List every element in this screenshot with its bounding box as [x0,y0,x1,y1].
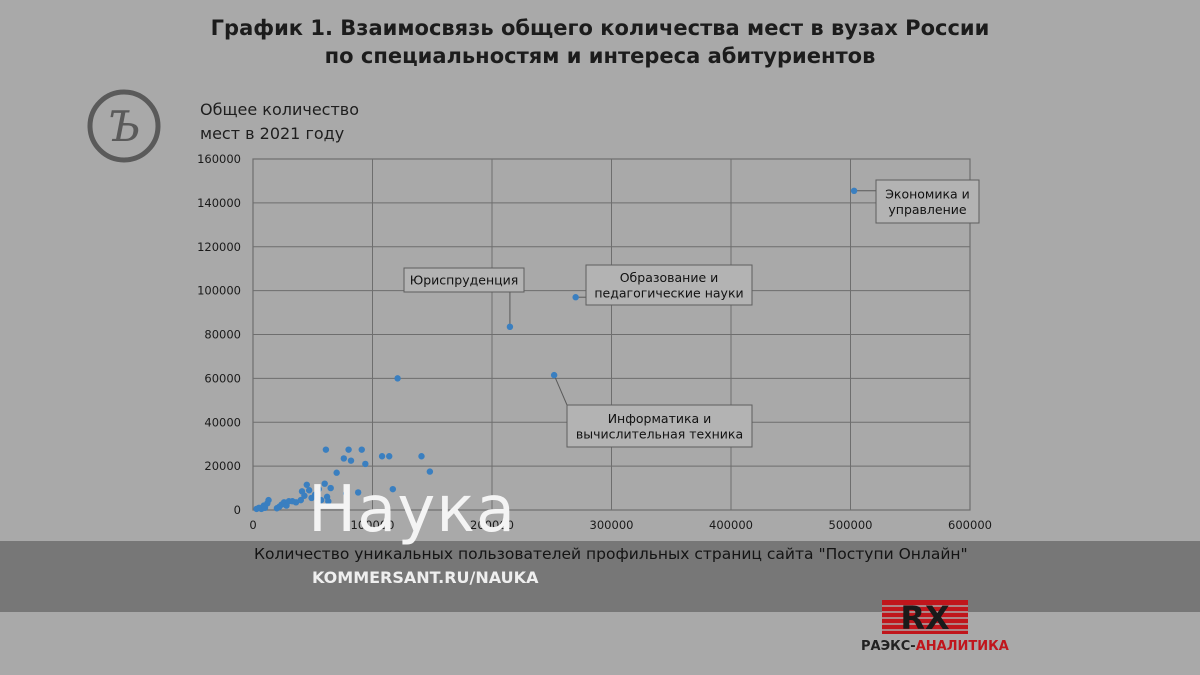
x-tick-label: 200000 [470,518,514,532]
raex-logo-mark: RX [882,600,968,634]
scatter-point [389,485,397,493]
scatter-point [362,460,369,468]
scatter-point [297,496,304,504]
y-tick-label: 120000 [197,240,241,254]
scatter-point [311,491,319,498]
scatter-point [321,480,328,487]
scatter-point [303,481,310,488]
chart-title: График 1. Взаимосвязь общего количества … [0,14,1200,70]
caption-band [0,541,1200,612]
x-axis-label: Количество уникальных пользователей проф… [254,545,968,563]
x-tick-label: 600000 [948,518,992,532]
raex-brand-name-part2: АНАЛИТИКА [915,639,1009,654]
x-tick-label: 400000 [709,518,753,532]
scatter-point [426,468,434,475]
callout-label: Юриспруденция [410,273,519,288]
scatter-point [315,485,322,493]
scatter-point [345,446,352,453]
scatter-point [292,499,300,506]
y-tick-label: 100000 [197,284,241,298]
scatter-point [394,375,401,382]
scatter-point [317,496,325,504]
y-tick-label: 60000 [204,371,241,385]
raex-brand-name: РАЭКС-АНАЛИТИКА [861,639,1009,654]
scatter-point [301,492,308,499]
y-tick-label: 80000 [204,328,241,342]
source-link[interactable]: KOMMERSANT.RU/NAUKA [312,568,539,587]
scatter-point [850,187,858,195]
watermark-text: Наука [308,473,517,547]
x-tick-label: 500000 [829,518,873,532]
callout-label: Информатика и [608,411,712,426]
callout-box [566,404,753,448]
chart-callouts: Юриспруденция Образование ипедагогические… [403,179,980,448]
x-tick-label: 0 [249,518,256,532]
scatter-point [325,498,332,505]
scatter-point [418,453,425,460]
y-axis-label-line1: Общее количество [200,100,360,119]
scatter-point [333,469,340,476]
raex-brand-name-part1: РАЭКС- [861,639,916,654]
y-tick-label: 0 [234,503,241,517]
callout-label: педагогические науки [594,285,743,300]
chart-title-line2: по специальностям и интереса абитуриенто… [324,44,876,68]
scatter-point [354,489,362,496]
y-axis-label: Общее количество мест в 2021 году [200,98,359,146]
scatter-point [343,490,350,497]
kommersant-logo: Ъ [87,89,161,163]
callout-leader-line [553,374,568,406]
chart-tick-labels: 0 20000 40000 60000 80000 100000 120000 140000 1… [197,152,992,532]
scatter-point [340,455,348,462]
scatter-point [386,453,393,460]
chart-title-line1: График 1. Взаимосвязь общего количества … [210,16,990,40]
scatter-point [305,487,313,494]
x-tick-label: 300000 [590,518,634,532]
callout-label: Образование и [620,270,719,285]
callout-box [403,267,525,293]
x-tick-label: 100000 [351,518,395,532]
scatter-point [327,484,334,492]
y-axis-label-line2: мест в 2021 году [200,124,345,143]
scatter-point [550,371,558,379]
y-tick-label: 140000 [197,196,241,210]
callout-box [875,179,980,224]
callout-label: вычислительная техника [576,426,743,441]
callout-box [585,264,753,306]
scatter-point [322,446,330,453]
scatter-point [347,457,355,464]
chart-grid [252,158,971,511]
callout-label: управление [888,202,967,217]
scatter-point [358,446,365,453]
y-tick-label: 160000 [197,152,241,166]
raex-logo-letters: RX [900,600,950,634]
y-tick-label: 20000 [204,459,241,473]
scatter-point [572,294,579,301]
svg-text:Ъ: Ъ [107,102,140,151]
chart-points [253,187,858,513]
scatter-point [378,453,386,460]
scatter-point [265,496,272,504]
y-tick-label: 40000 [204,415,241,429]
callout-label: Экономика и [885,186,970,201]
scatter-point [506,323,514,331]
